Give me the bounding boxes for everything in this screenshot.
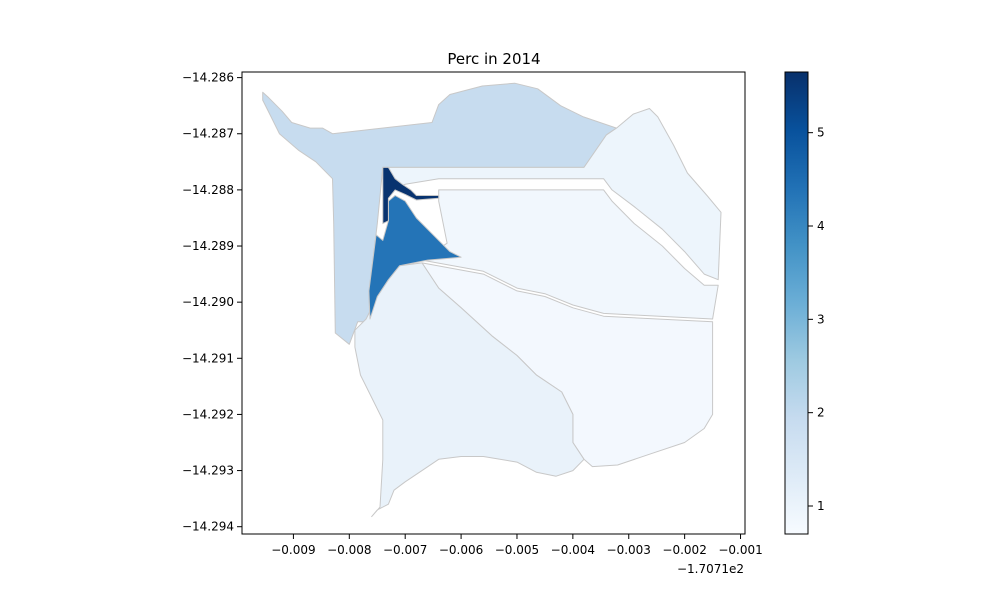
x-tick-label: −0.005 (495, 543, 539, 557)
x-tick-label: −0.006 (439, 543, 483, 557)
colorbar (785, 72, 808, 534)
map-region-5 (354, 262, 585, 518)
x-tick-label: −0.008 (327, 543, 371, 557)
map-regions (262, 82, 722, 518)
y-tick-label: −14.292 (182, 407, 234, 421)
colorbar-tick-label: 1 (817, 499, 825, 513)
y-tick-label: −14.294 (182, 520, 234, 534)
y-tick-label: −14.287 (182, 127, 234, 141)
x-tick-label: −0.009 (271, 543, 315, 557)
y-tick-label: −14.293 (182, 464, 234, 478)
y-axis: −14.286 −14.287 −14.288 −14.289 −14.290 −14.2… (182, 71, 242, 534)
x-tick-label: −0.003 (607, 543, 651, 557)
colorbar-frame (784, 71, 809, 535)
x-axis: −0.009 −0.008 −0.007 −0.006 −0.005 −0.004 −0.0… (271, 534, 763, 557)
map-region-7 (382, 166, 440, 225)
map-region-6 (368, 195, 462, 320)
colorbar-tick-label: 2 (817, 406, 825, 420)
x-tick-label: −0.002 (662, 543, 706, 557)
x-tick-label: −0.001 (718, 543, 762, 557)
x-tick-label: −0.004 (551, 543, 595, 557)
y-tick-label: −14.289 (182, 239, 234, 253)
chart-title: Perc in 2014 (447, 50, 540, 68)
colorbar-ticks: 1 2 3 4 5 (808, 126, 825, 513)
colorbar-tick-label: 4 (817, 219, 825, 233)
y-tick-label: −14.291 (182, 351, 234, 365)
colorbar-tick-label: 5 (817, 126, 825, 140)
y-tick-label: −14.290 (182, 295, 234, 309)
map-region-2 (382, 108, 722, 281)
y-tick-label: −14.286 (182, 71, 234, 85)
y-tick-label: −14.288 (182, 183, 234, 197)
plot-frame (241, 71, 746, 535)
x-tick-label: −0.007 (383, 543, 427, 557)
x-offset-label: −1.7071e2 (677, 562, 744, 576)
colorbar-tick-label: 3 (817, 312, 825, 326)
